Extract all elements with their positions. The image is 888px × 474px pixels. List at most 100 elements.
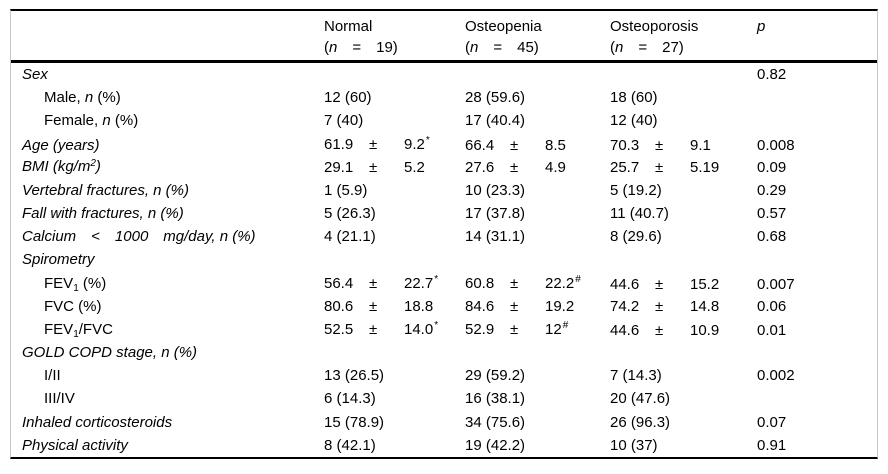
- text-segment: Fall with fractures, n (%): [22, 205, 184, 223]
- text-segment: Male,: [44, 89, 85, 107]
- sd-value: 9.2: [404, 135, 425, 153]
- value-cell: 16 (38.1): [465, 387, 610, 410]
- plus-minus-symbol: ±: [510, 158, 519, 176]
- text-segment: (%): [110, 112, 139, 130]
- p-value-cell: 0.82: [757, 63, 877, 86]
- sd-value: 12: [545, 320, 562, 338]
- row-label: I/II: [11, 364, 324, 387]
- p-value: 0.01: [757, 321, 787, 339]
- cell-text: 1 (5.9): [324, 181, 368, 199]
- mean-value: 44.6: [610, 275, 640, 293]
- table-row: BMI (kg/m2) 29.1 ±5.2 27.6 ±4.9 25.7 ±5.19 0.09: [11, 156, 877, 179]
- column-n-count: (n = 45): [465, 37, 610, 58]
- table-row: GOLD COPD stage, n (%): [11, 341, 877, 364]
- text-segment: (: [324, 39, 329, 56]
- text-segment: GOLD COPD stage, n (%): [22, 344, 198, 362]
- row-label: Inhaled corticosteroids: [11, 411, 324, 434]
- cell-text: 11 (40.7): [610, 205, 669, 223]
- p-value-cell: 0.29: [757, 179, 877, 202]
- text-segment: n: [615, 39, 624, 56]
- text-segment: /FVC: [78, 320, 113, 338]
- sd-value: 5.19: [690, 158, 720, 176]
- row-label: BMI (kg/m2): [11, 155, 324, 180]
- cell-text: 18 (60): [610, 89, 658, 107]
- p-value: 0.06: [757, 297, 787, 315]
- row-label: Vertebral fractures, n (%): [11, 179, 324, 202]
- sd-value: 14.8: [690, 297, 720, 315]
- value-cell: 18 (60): [610, 86, 757, 109]
- table-row: Age (years) 61.9 ±9.2* 66.4 ±8.5 70.3 ±9.1 0.00…: [11, 133, 877, 156]
- text-segment: FVC (%): [44, 297, 102, 315]
- column-header: Osteoporosis (n = 27): [610, 16, 757, 60]
- value-cell: 52.5 ±14.0*: [324, 318, 465, 343]
- plus-minus-symbol: ±: [655, 297, 664, 315]
- sd-value: 5.2: [404, 158, 425, 176]
- value-cell: 66.4 ±8.5: [465, 134, 610, 157]
- cell-text: 8 (29.6): [610, 228, 662, 246]
- p-value: 0.82: [757, 66, 787, 83]
- table-row: Female, n (%) 7 (40) 17 (40.4) 12 (40): [11, 109, 877, 132]
- plus-minus-symbol: ±: [655, 136, 664, 154]
- text-segment: Inhaled corticosteroids: [22, 413, 173, 431]
- plus-minus-symbol: ±: [655, 321, 664, 339]
- value-cell: 26 (96.3): [610, 411, 757, 434]
- cell-text: 12 (60): [324, 89, 372, 107]
- text-segment: 19): [376, 39, 398, 56]
- value-cell: 1 (5.9): [324, 179, 465, 202]
- p-value-cell: 0.07: [757, 411, 877, 434]
- sd-value: 14.0: [404, 320, 434, 338]
- value-cell: 61.9 ±9.2*: [324, 133, 465, 158]
- value-cell: 19 (42.2): [465, 434, 610, 457]
- cell-text: 29 (59.2): [465, 367, 526, 385]
- text-segment: Age (years): [22, 136, 100, 154]
- cell-text: 14 (31.1): [465, 228, 526, 246]
- row-label: III/IV: [11, 387, 324, 410]
- plus-minus-symbol: ±: [510, 136, 519, 154]
- p-value: 0.91: [757, 436, 787, 454]
- significance-marker: #: [575, 273, 581, 285]
- cell-text: 10 (23.3): [465, 181, 526, 199]
- row-label: Female, n (%): [11, 109, 324, 132]
- plus-minus-symbol: ±: [369, 274, 378, 292]
- table-row: Physical activity 8 (42.1) 19 (42.2) 10 (37…: [11, 434, 877, 457]
- value-cell: 56.4 ±22.7*: [324, 272, 465, 297]
- cell-text: 20 (47.6): [610, 390, 671, 408]
- value-cell: 8 (29.6): [610, 225, 757, 248]
- value-cell: 44.6 ±10.9: [610, 319, 757, 342]
- mean-value: 27.6: [465, 158, 495, 176]
- p-value-cell: 0.06: [757, 295, 877, 318]
- significance-marker: *: [434, 273, 439, 285]
- table-row: FVC (%) 80.6 ±18.8 84.6 ±19.2 74.2 ±14.8 0.06: [11, 295, 877, 318]
- row-label: Sex: [11, 63, 324, 86]
- text-segment: (%): [93, 89, 121, 107]
- value-cell: 4 (21.1): [324, 225, 465, 248]
- significance-marker: *: [434, 319, 439, 331]
- text-segment: n: [470, 39, 479, 56]
- sd-value: 22.7: [404, 274, 434, 292]
- text-segment: (%): [78, 274, 107, 292]
- p-value-cell: 0.007: [757, 273, 877, 296]
- p-value: 0.57: [757, 205, 787, 223]
- row-label: Calcium < 1000 mg/day, n (%): [11, 225, 324, 248]
- value-cell: 6 (14.3): [324, 387, 465, 410]
- table-body: Sex 0.82 Male, n (%) 12 (60) 28 (59.6) 18 (60…: [11, 63, 877, 457]
- value-cell: 12 (60): [324, 86, 465, 109]
- value-cell: 74.2 ±14.8: [610, 295, 757, 318]
- mean-value: 29.1: [324, 158, 354, 176]
- mean-value: 25.7: [610, 158, 640, 176]
- plus-minus-symbol: ±: [655, 275, 664, 293]
- value-cell: 84.6 ±19.2: [465, 295, 610, 318]
- row-label: Physical activity: [11, 434, 324, 457]
- cell-text: 17 (37.8): [465, 205, 526, 223]
- cell-text: 5 (19.2): [610, 181, 662, 199]
- significance-marker: *: [425, 134, 430, 146]
- cell-text: 5 (26.3): [324, 205, 376, 223]
- cell-text: 16 (38.1): [465, 390, 526, 408]
- value-cell: 13 (26.5): [324, 364, 465, 387]
- value-cell: 17 (37.8): [465, 202, 610, 225]
- column-header: Normal (n = 19): [324, 16, 465, 60]
- column-header: Osteopenia (n = 45): [465, 16, 610, 60]
- text-segment: 1: [73, 282, 79, 294]
- p-value-cell: 0.68: [757, 225, 877, 248]
- text-segment: Female,: [44, 112, 103, 130]
